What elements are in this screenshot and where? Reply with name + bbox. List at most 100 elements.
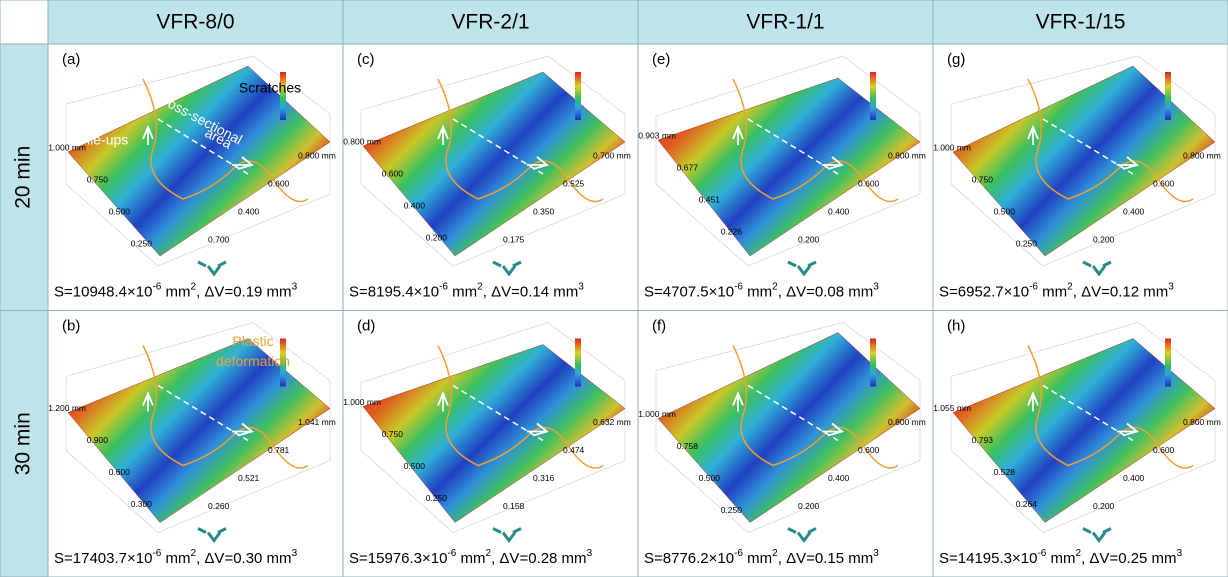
left-tick-label: 0.451 <box>699 194 721 204</box>
left-tick-label: 0.300 <box>131 499 153 509</box>
right-tick-label: 0.260 <box>208 501 230 511</box>
caption-text: mm <box>1038 283 1067 300</box>
right-tick-label: 0.400 <box>828 473 850 483</box>
right-tick-label: 0.350 <box>533 206 555 216</box>
caption-superscript: 3 <box>1177 548 1183 559</box>
caption-text: S=17403.7×10 <box>54 550 152 567</box>
left-tick-label: 1.000 mm <box>638 409 676 419</box>
annotation: Plastic <box>232 333 273 349</box>
right-tick-label: 0.600 <box>858 178 880 188</box>
left-tick-label: 0.903 mm <box>638 130 676 140</box>
left-tick-label: 0.750 <box>382 429 404 439</box>
left-tick-label: 0.250 <box>721 505 743 515</box>
right-tick-label: 0.200 <box>798 501 820 511</box>
right-tick-label: 1.041 mm <box>298 417 336 427</box>
left-tick-label: 0.250 <box>131 238 153 248</box>
right-tick-label: 0.200 <box>1093 501 1115 511</box>
caption-text: mm <box>743 283 772 300</box>
figure: VFR-8/0VFR-2/1VFR-1/1VFR-1/1520 min30 mi… <box>0 0 1228 577</box>
right-tick-label: 0.800 mm <box>888 417 926 427</box>
left-tick-label: 0.500 <box>699 473 721 483</box>
color-scale <box>870 72 876 120</box>
caption-text: , ΔV=0.08 mm <box>778 283 873 300</box>
right-tick-label: 0.800 mm <box>888 150 926 160</box>
caption-superscript: 3 <box>587 548 593 559</box>
right-tick-label: 0.158 <box>503 501 525 511</box>
caption-text: , ΔV=0.14 mm <box>483 283 578 300</box>
caption-text: S=10948.4×10 <box>54 283 152 300</box>
right-tick-label: 0.800 mm <box>1183 150 1221 160</box>
left-tick-label: 0.677 <box>677 162 699 172</box>
color-scale <box>1165 72 1171 120</box>
caption-text: , ΔV=0.28 mm <box>491 550 586 567</box>
left-tick-label: 0.200 <box>426 232 448 242</box>
left-tick-label: 0.400 <box>404 200 426 210</box>
caption-text: S=8195.4×10 <box>349 283 439 300</box>
caption-text: mm <box>456 550 485 567</box>
left-tick-label: 0.500 <box>109 206 131 216</box>
left-tick-label: 0.793 <box>972 435 994 445</box>
right-tick-label: 0.800 mm <box>298 150 336 160</box>
column-header: VFR-2/1 <box>451 11 529 34</box>
left-tick-label: 0.900 <box>87 435 109 445</box>
left-tick-label: 0.800 mm <box>343 136 381 146</box>
right-tick-label: 0.800 mm <box>1183 417 1221 427</box>
column-header: VFR-1/15 <box>1036 11 1126 34</box>
right-tick-label: 0.781 <box>268 445 290 455</box>
caption-text: S=6952.7×10 <box>939 283 1029 300</box>
panel-label: (a) <box>62 51 80 68</box>
left-tick-label: 0.264 <box>1016 499 1038 509</box>
caption-text: , ΔV=0.12 mm <box>1073 283 1168 300</box>
caption: S=4707.5×10-6 mm2, ΔV=0.08 mm3 <box>644 281 879 300</box>
caption-text: , ΔV=0.15 mm <box>778 550 873 567</box>
panel-label: (d) <box>357 317 375 334</box>
left-tick-label: 1.200 mm <box>48 403 86 413</box>
caption: S=6952.7×10-6 mm2, ΔV=0.12 mm3 <box>939 281 1174 300</box>
color-scale <box>870 339 876 387</box>
color-scale <box>575 339 581 387</box>
corner-cell <box>0 0 48 44</box>
left-tick-label: 0.250 <box>1016 238 1038 248</box>
caption-superscript: 3 <box>578 281 584 292</box>
right-tick-label: 0.400 <box>1123 206 1145 216</box>
left-tick-label: 0.500 <box>994 206 1016 216</box>
left-tick-label: 0.758 <box>677 441 699 451</box>
right-tick-label: 0.632 mm <box>593 417 631 427</box>
right-tick-label: 0.525 <box>563 178 585 188</box>
panel-label: (g) <box>947 51 965 68</box>
row-header: 30 min <box>12 412 35 475</box>
left-tick-label: 0.600 <box>382 168 404 178</box>
annotation: Scratches <box>239 80 301 96</box>
caption-superscript: 3 <box>1168 281 1174 292</box>
caption: S=8776.2×10-6 mm2, ΔV=0.15 mm3 <box>644 548 879 567</box>
left-tick-label: 0.528 <box>994 467 1016 477</box>
left-tick-label: 0.500 <box>404 461 426 471</box>
caption: S=10948.4×10-6 mm2, ΔV=0.19 mm3 <box>54 281 298 300</box>
panel-label: (b) <box>62 317 80 334</box>
panel-label: (c) <box>357 51 375 68</box>
caption: S=14195.3×10-6 mm2, ΔV=0.25 mm3 <box>939 548 1183 567</box>
left-tick-label: 0.250 <box>426 493 448 503</box>
caption-text: mm <box>161 550 190 567</box>
caption-text: S=8776.2×10 <box>644 550 734 567</box>
color-scale <box>1165 339 1171 387</box>
caption: S=17403.7×10-6 mm2, ΔV=0.30 mm3 <box>54 548 298 567</box>
right-tick-label: 0.521 <box>238 473 260 483</box>
caption-text: , ΔV=0.30 mm <box>196 550 291 567</box>
caption-text: S=15976.3×10 <box>349 550 447 567</box>
left-tick-label: 1.000 mm <box>343 397 381 407</box>
column-header: VFR-8/0 <box>156 11 234 34</box>
right-tick-label: 0.600 <box>1153 178 1175 188</box>
panel: (e)0.903 mm0.6770.4510.2260.800 mm0.6000… <box>638 44 933 311</box>
panel: (c)0.800 mm0.6000.4000.2000.700 mm0.5250… <box>343 44 638 311</box>
caption-text: mm <box>448 283 477 300</box>
right-tick-label: 0.474 <box>563 445 585 455</box>
left-tick-label: 0.750 <box>87 174 109 184</box>
caption-text: , ΔV=0.25 mm <box>1081 550 1176 567</box>
caption-text: S=14195.3×10 <box>939 550 1037 567</box>
caption-text: , ΔV=0.19 mm <box>196 283 291 300</box>
right-tick-label: 0.400 <box>238 206 260 216</box>
